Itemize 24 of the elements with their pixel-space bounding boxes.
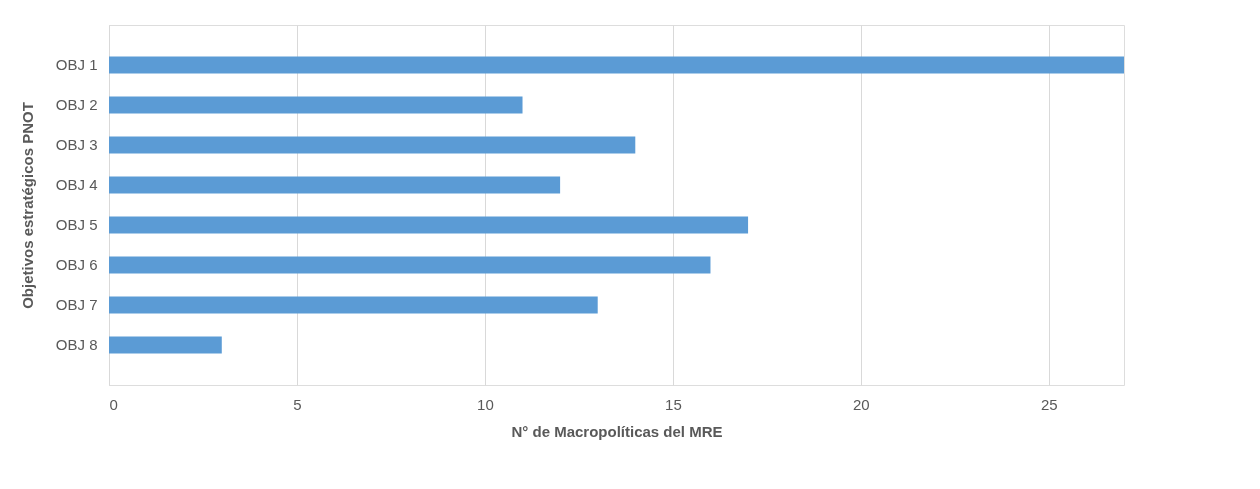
- x-axis-title: N° de Macropolíticas del MRE: [511, 422, 723, 440]
- y-tick-label: OBJ 7: [55, 296, 98, 313]
- bar: [109, 96, 523, 114]
- bar: [109, 296, 598, 314]
- bar: [109, 56, 1124, 74]
- x-tick-label: 5: [293, 395, 302, 413]
- y-axis-title: Objetivos estratégicos PNOT: [18, 102, 36, 309]
- bar: [109, 216, 749, 234]
- y-tick-label: OBJ 3: [55, 136, 98, 153]
- y-tick-label: OBJ 6: [55, 256, 98, 273]
- y-tick-label: OBJ 4: [55, 176, 98, 193]
- bar: [109, 136, 636, 154]
- x-tick-label: 0: [109, 395, 118, 413]
- x-tick-label: 10: [477, 395, 494, 413]
- y-tick-label: OBJ 8: [55, 336, 98, 353]
- y-tick-label: OBJ 2: [55, 96, 98, 113]
- x-tick-label: 25: [1040, 395, 1058, 413]
- y-tick-label: OBJ 5: [55, 216, 98, 233]
- y-tick-label: OBJ 1: [55, 56, 98, 73]
- bar: [109, 336, 222, 354]
- x-tick-label: 15: [665, 395, 682, 413]
- x-tick-label: 20: [853, 395, 870, 413]
- bar: [109, 256, 711, 274]
- bar: [109, 176, 561, 194]
